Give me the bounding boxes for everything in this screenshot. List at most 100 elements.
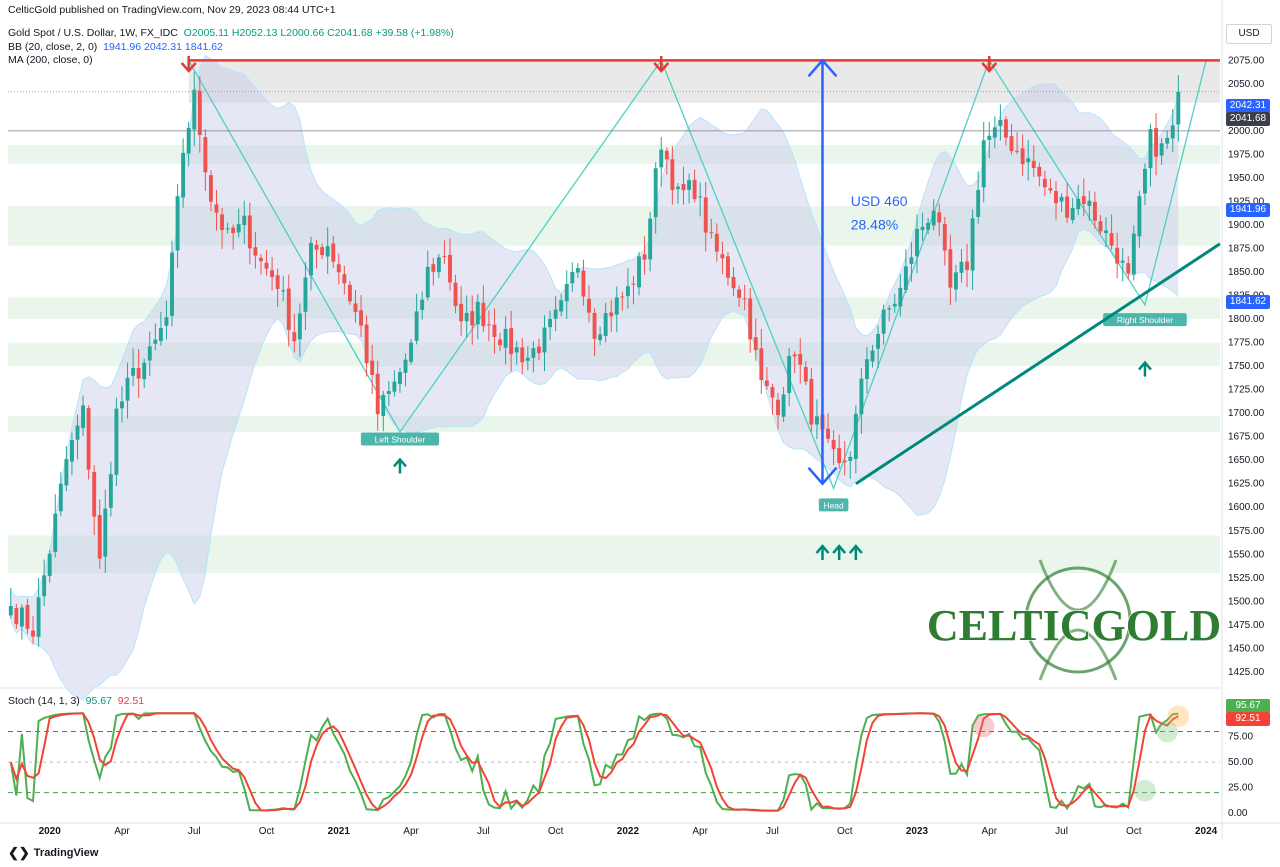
candle-body [731, 277, 736, 289]
price-tick-label: 1875.00 [1228, 244, 1265, 255]
candle-body [548, 319, 553, 328]
candle-body [442, 255, 447, 257]
candle [220, 208, 224, 249]
candle [770, 383, 775, 415]
support-zones [8, 60, 1220, 574]
candle [347, 281, 352, 305]
candle-body [503, 328, 508, 348]
candle-body [420, 299, 425, 310]
candle [425, 250, 430, 301]
candle [1059, 193, 1064, 212]
candle-body [264, 262, 269, 269]
bb-upper: 2042.31 [144, 41, 182, 53]
candle-body [275, 275, 280, 289]
candle [86, 405, 91, 480]
candle-body [1176, 91, 1181, 125]
publisher-text: CelticGold published on TradingView.com,… [8, 4, 336, 16]
ohlc-high: H2052.13 [231, 27, 278, 39]
candle-body [575, 268, 580, 273]
candle [353, 290, 358, 323]
candle [787, 347, 792, 407]
pattern-label: Head [818, 498, 849, 512]
candle-body [536, 346, 541, 354]
candle-body [492, 324, 497, 337]
candle-body [714, 233, 719, 252]
candle-body [470, 311, 475, 326]
candle [587, 285, 591, 323]
candle [1109, 214, 1114, 250]
candle [448, 238, 452, 291]
candle [1020, 134, 1025, 177]
time-tick-label: Jul [766, 826, 779, 837]
candle [231, 224, 236, 250]
candle [464, 295, 469, 338]
bb-legend[interactable]: BB (20, close, 2, 0) 1941.96 2042.31 184… [8, 41, 223, 53]
candle [14, 603, 19, 629]
currency-button[interactable]: USD [1226, 24, 1272, 44]
price-tick-label: 1625.00 [1228, 479, 1265, 490]
candle [270, 256, 275, 291]
candle-body [1081, 196, 1086, 205]
candle [75, 414, 80, 460]
candle [486, 310, 491, 342]
candle [992, 116, 997, 148]
candle-body [998, 119, 1003, 126]
price-tick-label: 1900.00 [1228, 220, 1265, 231]
candle [136, 349, 141, 398]
price-tick-label: 1750.00 [1228, 361, 1265, 372]
candle [259, 254, 263, 275]
candle [25, 598, 30, 634]
candle-body [1076, 198, 1081, 210]
candle-body [97, 515, 102, 559]
candle-body [764, 380, 769, 386]
candle-body [620, 296, 625, 298]
price-tick-label: 1650.00 [1228, 455, 1265, 466]
candle-body [1137, 196, 1142, 237]
tradingview-footer[interactable]: ❮❯ TradingView [8, 845, 98, 861]
support-zone [8, 297, 1220, 320]
candle [331, 236, 336, 268]
measure-arrow-head-down [807, 466, 838, 486]
candle [1131, 225, 1136, 281]
time-tick-label: Oct [259, 826, 275, 837]
candle-body [75, 425, 80, 440]
candle-body [314, 244, 319, 250]
candle-body [92, 471, 97, 517]
publisher-line: CelticGold published on TradingView.com,… [8, 4, 336, 16]
bb-band [10, 55, 1179, 700]
candle [731, 267, 736, 297]
candle [903, 249, 908, 294]
symbol-line[interactable]: Gold Spot / U.S. Dollar, 1W, FX_IDC O200… [8, 27, 454, 39]
measure-label: USD 460 [851, 193, 908, 209]
candle [1031, 145, 1036, 177]
candle-body [959, 261, 964, 273]
bb-lower-line [10, 229, 1179, 701]
candle [898, 274, 903, 317]
candle-body [664, 150, 669, 160]
stoch-d-line [9, 712, 1179, 812]
candle-body [203, 137, 208, 173]
candle [53, 494, 58, 558]
stoch-signal-circle [1156, 720, 1178, 743]
candle-body [331, 243, 336, 262]
candle [631, 275, 636, 305]
candle [642, 236, 647, 275]
candle-body [1104, 230, 1108, 234]
ma-legend[interactable]: MA (200, close, 0) [8, 54, 93, 66]
pattern-zigzag [188, 58, 1207, 491]
price-tick-label: 1975.00 [1228, 149, 1265, 160]
candle-body [842, 460, 847, 463]
candle-body [1109, 233, 1114, 246]
ohlc-close: C2041.68 [327, 27, 373, 39]
candle [536, 338, 541, 361]
candle-body [381, 394, 386, 417]
candle [881, 304, 886, 345]
candle [186, 121, 191, 167]
time-tick-label: 2024 [1195, 826, 1218, 837]
stoch-legend[interactable]: Stoch (14, 1, 3) 95.67 92.51 [8, 695, 144, 707]
price-tick-label: 1675.00 [1228, 432, 1265, 443]
candle-body [603, 313, 608, 337]
time-tick-label: 2023 [906, 826, 929, 837]
